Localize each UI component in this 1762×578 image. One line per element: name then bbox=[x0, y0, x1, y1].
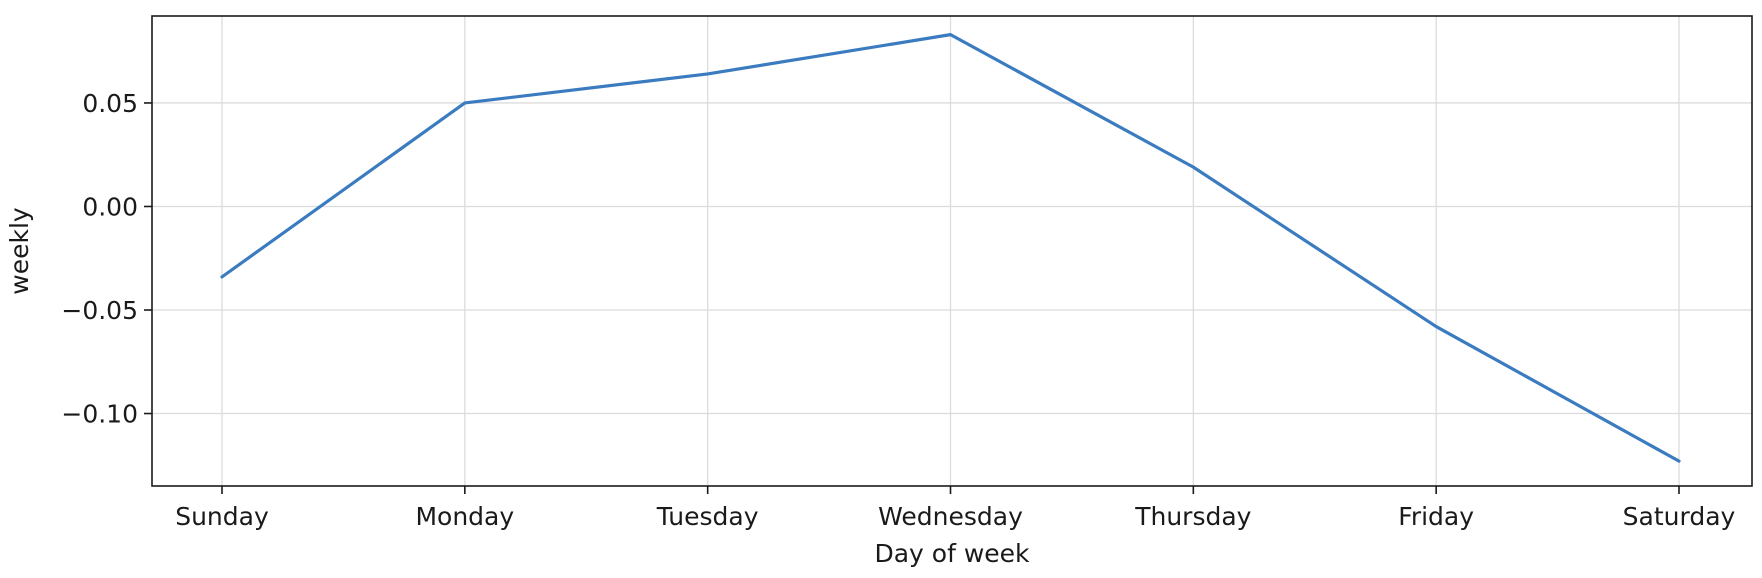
grid-lines bbox=[152, 16, 1752, 486]
y-tick-label: 0.05 bbox=[82, 89, 138, 118]
x-tick-label: Tuesday bbox=[656, 502, 759, 531]
x-tick-label: Saturday bbox=[1623, 502, 1736, 531]
y-tick-label: −0.05 bbox=[61, 296, 138, 325]
x-tick-label: Sunday bbox=[175, 502, 269, 531]
y-tick-label: 0.00 bbox=[82, 192, 138, 221]
x-tick-label: Monday bbox=[415, 502, 514, 531]
x-axis: Sunday Monday Tuesday Wednesday Thursday Frid… bbox=[175, 486, 1736, 531]
y-axis-title: weekly bbox=[5, 207, 34, 295]
y-tick-label: −0.10 bbox=[61, 400, 138, 429]
series-line bbox=[220, 33, 1681, 463]
y-axis: 0.05 0.00 −0.05 −0.10 bbox=[61, 89, 152, 429]
x-tick-label: Thursday bbox=[1134, 502, 1251, 531]
plot-frame bbox=[151, 15, 1753, 487]
series-layer bbox=[220, 33, 1681, 463]
x-tick-label: Friday bbox=[1398, 502, 1474, 531]
x-axis-title: Day of week bbox=[874, 539, 1030, 568]
x-tick-label: Wednesday bbox=[878, 502, 1023, 531]
